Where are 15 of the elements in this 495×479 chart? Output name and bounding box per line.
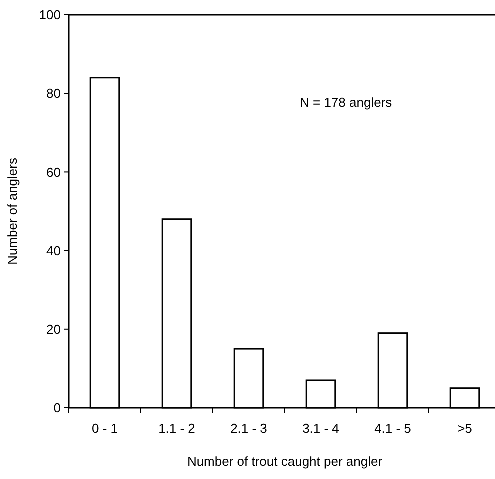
x-tick-label: 0 - 1 (92, 421, 118, 436)
y-tick-label: 40 (46, 243, 61, 258)
annotation: N = 178 anglers (300, 95, 393, 110)
y-tick-label: 20 (46, 322, 61, 337)
x-axis-title: Number of trout caught per angler (187, 454, 384, 469)
x-tick-label: 2.1 - 3 (230, 421, 268, 436)
x-tick-label: 3.1 - 4 (302, 421, 340, 436)
y-tick-label: 60 (46, 164, 61, 180)
x-tick-label: 4.1 - 5 (374, 421, 412, 436)
y-tick-label: 100 (39, 8, 61, 23)
x-tick-label: 1.1 - 2 (158, 421, 196, 436)
y-axis-title: Number of anglers (5, 158, 20, 265)
y-tick-label: 80 (46, 86, 61, 102)
x-tick-label: >5 (458, 421, 472, 436)
y-tick-label: 0 (54, 400, 61, 416)
